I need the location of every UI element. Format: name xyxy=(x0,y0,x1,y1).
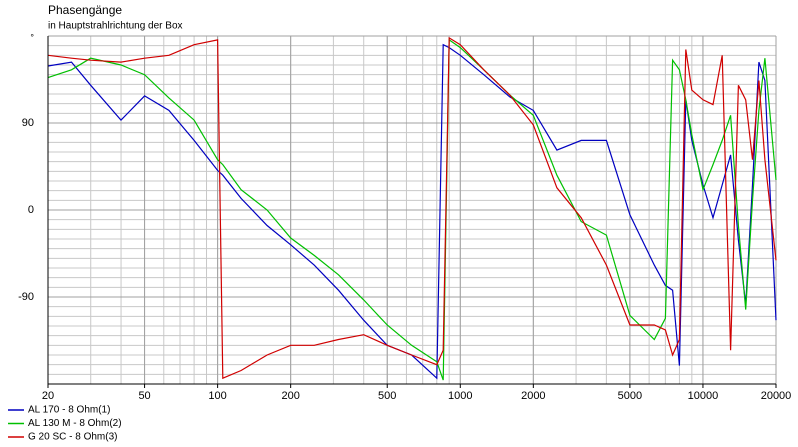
y-tick-label: 90 xyxy=(22,117,34,129)
grid xyxy=(47,35,777,384)
series-line xyxy=(47,43,777,380)
x-tick-label: 200 xyxy=(281,390,299,402)
legend-label: AL 130 M - 8 Ohm(2) xyxy=(28,418,122,429)
x-tick-label: 20000 xyxy=(761,390,792,402)
plot xyxy=(47,36,777,381)
x-tick-label: 20 xyxy=(42,390,54,402)
y-tick-label: 0 xyxy=(28,204,34,216)
series-line xyxy=(47,36,777,380)
x-tick-label: 500 xyxy=(378,390,396,402)
legend-label: AL 170 - 8 Ohm(1) xyxy=(28,405,110,416)
x-tick-label: 50 xyxy=(138,390,150,402)
x-tick-label: 1000 xyxy=(448,390,472,402)
chart-subtitle: in Hauptstrahlrichtung der Box xyxy=(48,21,183,32)
legend-label: G 20 SC - 8 Ohm(3) xyxy=(28,432,117,443)
x-tick-label: 10000 xyxy=(688,390,719,402)
chart-title: Phasengänge xyxy=(48,3,122,17)
y-tick-label: -90 xyxy=(18,291,34,303)
y-tick-label: ° xyxy=(30,32,34,42)
x-tick-label: 2000 xyxy=(521,390,545,402)
x-tick-label: 100 xyxy=(208,390,226,402)
x-tick-label: 5000 xyxy=(618,390,642,402)
